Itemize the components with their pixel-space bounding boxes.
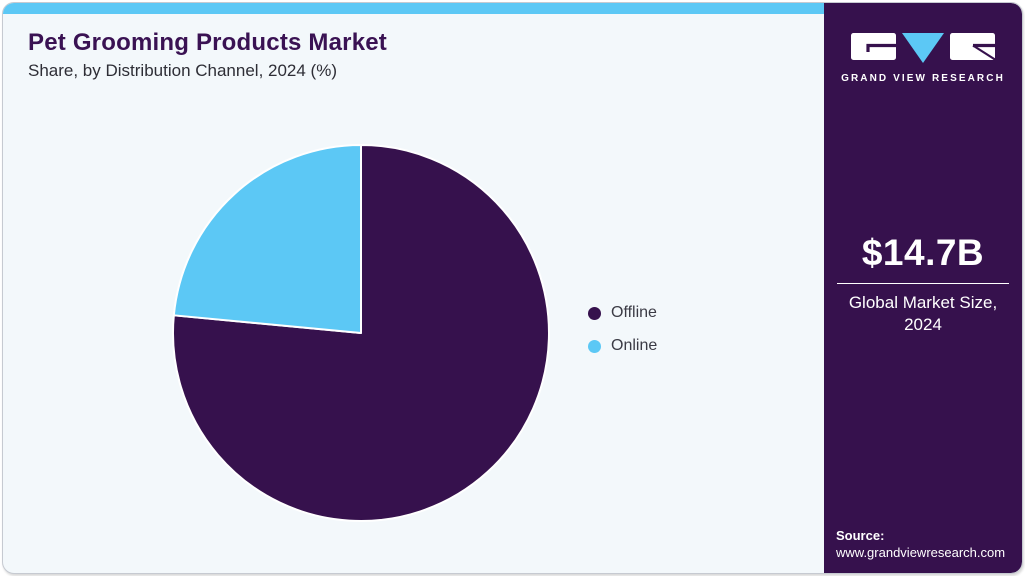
- gvr-logo-icon: [850, 33, 995, 63]
- market-size-label: Global Market Size, 2024: [848, 293, 998, 335]
- pie-chart-svg: [172, 144, 550, 522]
- legend: Offline Online: [588, 304, 657, 355]
- gvr-logo: GRAND VIEW RESEARCH: [841, 30, 1005, 84]
- source-block: Source: www.grandviewresearch.com: [836, 528, 1005, 560]
- pie-chart: [169, 141, 553, 525]
- legend-item-offline: Offline: [588, 304, 657, 322]
- source-url: www.grandviewresearch.com: [836, 545, 1006, 560]
- page-subtitle: Share, by Distribution Channel, 2024 (%): [28, 61, 337, 80]
- legend-item-online: Online: [588, 337, 657, 355]
- market-size-value: $14.7B: [861, 232, 985, 273]
- gvr-logo-caption: GRAND VIEW RESEARCH: [841, 73, 1005, 84]
- legend-label-online: Online: [611, 337, 658, 354]
- sidebar: GRAND VIEW RESEARCH $14.7B Global Market…: [824, 3, 1022, 573]
- legend-swatch-online: [588, 339, 601, 353]
- market-size-divider: [837, 283, 1009, 284]
- market-size-block: $14.7B Global Market Size, 2024: [837, 232, 1009, 336]
- pie-slice-online: [172, 144, 362, 334]
- chart-panel: Pet Grooming Products Market Share, by D…: [3, 3, 824, 573]
- page-title: Pet Grooming Products Market: [28, 29, 387, 56]
- legend-swatch-offline: [588, 306, 601, 320]
- top-accent-bar: [3, 3, 824, 14]
- legend-label-offline: Offline: [611, 304, 657, 321]
- source-label: Source:: [836, 528, 885, 543]
